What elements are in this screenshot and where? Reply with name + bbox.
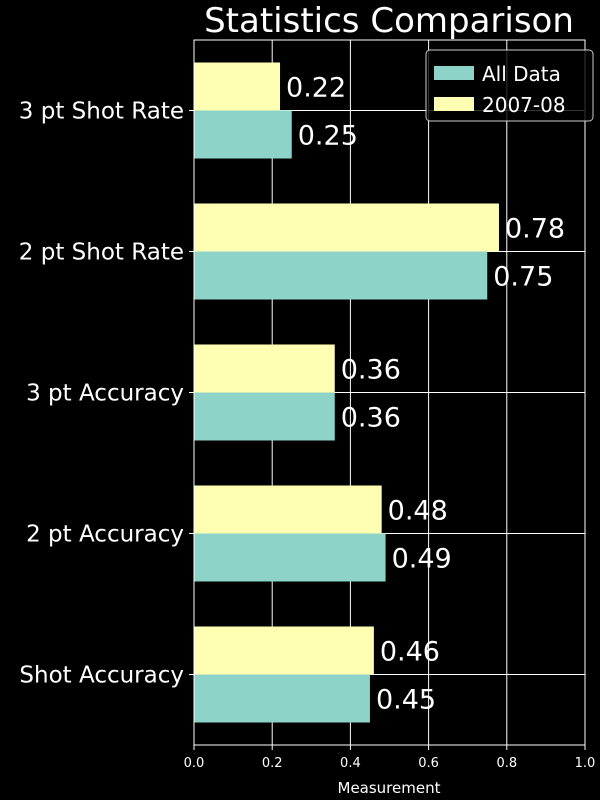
x-tick-label: 0.4	[340, 756, 361, 771]
bar	[194, 110, 292, 159]
category-label: 2 pt Accuracy	[26, 522, 184, 548]
bar	[194, 392, 335, 441]
bar-value-label: 0.75	[493, 262, 553, 293]
bar	[194, 674, 370, 723]
bar	[194, 62, 281, 111]
bar	[194, 626, 374, 675]
x-tick-label: 0.8	[496, 756, 517, 771]
bar	[194, 203, 499, 252]
bar	[194, 533, 386, 582]
bar	[194, 251, 488, 300]
value-labels: 0.45 0.46 0.49 0.48 0.36 0.36 0.75 0.78 0.25 0.22	[286, 73, 565, 716]
category-labels: Shot Accuracy 2 pt Accuracy 3 pt Accuracy 2…	[19, 99, 184, 689]
bar-value-label: 0.25	[298, 121, 358, 152]
bar-value-label: 0.36	[341, 355, 401, 386]
x-tick-label: 0.2	[262, 756, 283, 771]
legend: All Data 2007-08	[425, 49, 594, 122]
bar-value-label: 0.78	[505, 214, 565, 245]
legend-label: 2007-08	[482, 93, 566, 117]
chart-title: Statistics Comparison	[204, 1, 574, 41]
plot-frame	[193, 39, 586, 746]
category-label: Shot Accuracy	[19, 663, 184, 689]
bar-value-label: 0.36	[341, 403, 401, 434]
legend-swatch	[434, 97, 474, 111]
x-tick-label: 0.6	[418, 756, 439, 771]
bar	[194, 485, 382, 534]
x-tick-label: 1.0	[575, 756, 596, 771]
legend-swatch	[434, 66, 474, 80]
x-axis-label: Measurement	[338, 779, 441, 797]
x-tick-label: 0.0	[184, 756, 205, 771]
bar-value-label: 0.48	[388, 496, 448, 527]
category-label: 2 pt Shot Rate	[19, 240, 184, 266]
bars	[194, 62, 499, 723]
bar-value-label: 0.22	[286, 73, 346, 104]
bar-value-label: 0.49	[392, 544, 452, 575]
bar	[194, 344, 335, 393]
bar-value-label: 0.46	[380, 637, 440, 668]
category-label: 3 pt Shot Rate	[19, 99, 184, 125]
legend-label: All Data	[482, 62, 561, 86]
x-axis-ticks: 0.0 0.2 0.4 0.6 0.8 1.0	[184, 110, 596, 771]
category-label: 3 pt Accuracy	[26, 381, 184, 407]
bar-value-label: 0.45	[376, 685, 436, 716]
